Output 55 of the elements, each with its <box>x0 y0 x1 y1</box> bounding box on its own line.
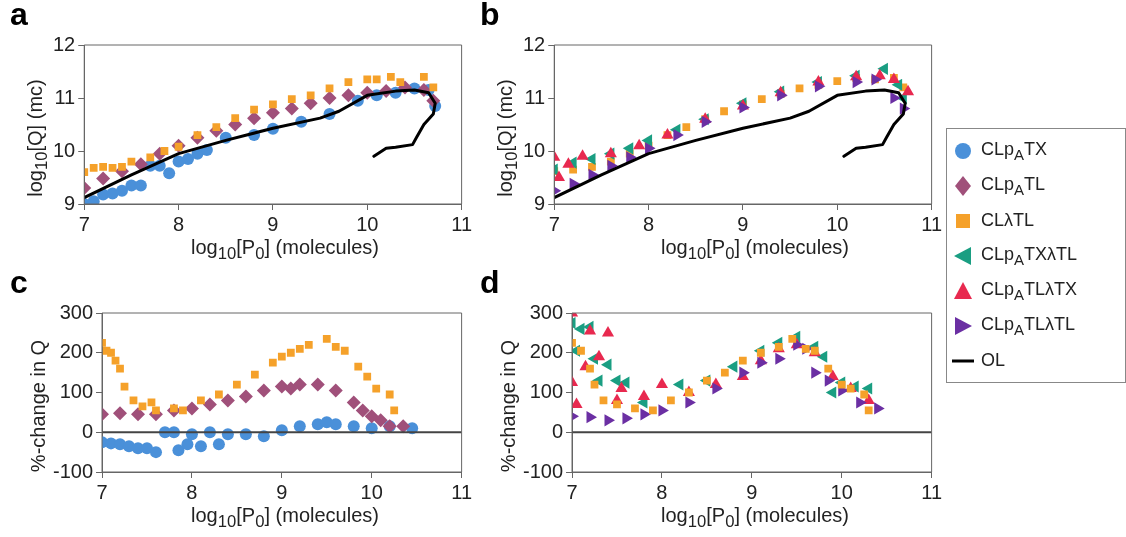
x-tick-label: 8 <box>186 480 198 503</box>
x-axis-title: log$_{10}$[P$_{0}$] (molecules) <box>191 236 379 264</box>
y-tick-label: 300 <box>529 300 564 323</box>
y-tick-label: 100 <box>529 380 564 403</box>
x-tick-label: 9 <box>276 480 288 503</box>
x-tick-label: 9 <box>737 212 749 235</box>
y-tick-label: 0 <box>551 419 564 442</box>
chart-title: c <box>10 264 28 301</box>
x-tick-label: 11 <box>451 480 472 503</box>
x-tick-label: 8 <box>656 480 668 503</box>
y-tick-label: 10 <box>523 138 546 161</box>
y-tick-label: 9 <box>64 191 76 214</box>
legend-label: OL <box>981 350 1006 371</box>
chart-title: b <box>480 0 500 33</box>
y-tick-label: -100 <box>523 459 564 482</box>
legend-label: CLp$_{A}$TLλTX <box>981 278 1078 303</box>
x-tick-label: 10 <box>830 480 853 503</box>
x-tick-label: 7 <box>78 212 90 235</box>
x-tick-label: 11 <box>921 212 942 235</box>
chart-title: a <box>10 0 28 33</box>
x-tick-label: 11 <box>451 212 472 235</box>
x-axis-title: log$_{10}$[P$_{0}$] (molecules) <box>661 504 849 532</box>
x-tick-label: 8 <box>643 212 655 235</box>
y-tick-label: 11 <box>54 85 76 108</box>
y-tick-label: 9 <box>534 191 546 214</box>
y-axis-title: %-change in Q <box>26 339 50 473</box>
x-tick-label: 7 <box>548 212 560 235</box>
y-tick-label: 300 <box>59 300 94 323</box>
y-tick-label: 200 <box>529 340 564 363</box>
x-tick-label: 10 <box>826 212 849 235</box>
legend-label: CLp$_{A}$TXλTL <box>981 243 1078 268</box>
y-tick-label: 200 <box>59 340 94 363</box>
y-tick-label: 12 <box>53 32 76 55</box>
x-tick-label: 8 <box>173 212 185 235</box>
x-tick-label: 9 <box>746 480 758 503</box>
x-tick-label: 7 <box>566 480 578 503</box>
legend-label: CLp$_{A}$TLλTL <box>981 313 1076 338</box>
y-tick-label: 100 <box>59 380 94 403</box>
legend-label: CLp$_{A}$TX <box>981 138 1048 163</box>
y-tick-label: 0 <box>81 419 94 442</box>
legend-label: CLp$_{A}$TL <box>981 173 1046 198</box>
x-tick-label: 10 <box>360 480 383 503</box>
chart-title: d <box>480 264 500 301</box>
y-tick-label: 10 <box>53 138 76 161</box>
y-axis-title: %-change in Q <box>496 339 520 473</box>
x-tick-label: 10 <box>356 212 379 235</box>
x-tick-label: 7 <box>96 480 108 503</box>
x-axis-title: log$_{10}$[P$_{0}$] (molecules) <box>661 236 849 264</box>
x-tick-label: 11 <box>921 480 942 503</box>
x-tick-label: 9 <box>267 212 279 235</box>
y-tick-label: 12 <box>523 32 546 55</box>
legend-label: CLλTL <box>981 210 1035 231</box>
y-tick-label: 11 <box>524 85 546 108</box>
x-axis-title: log$_{10}$[P$_{0}$] (molecules) <box>191 504 379 532</box>
y-tick-label: -100 <box>53 459 94 482</box>
